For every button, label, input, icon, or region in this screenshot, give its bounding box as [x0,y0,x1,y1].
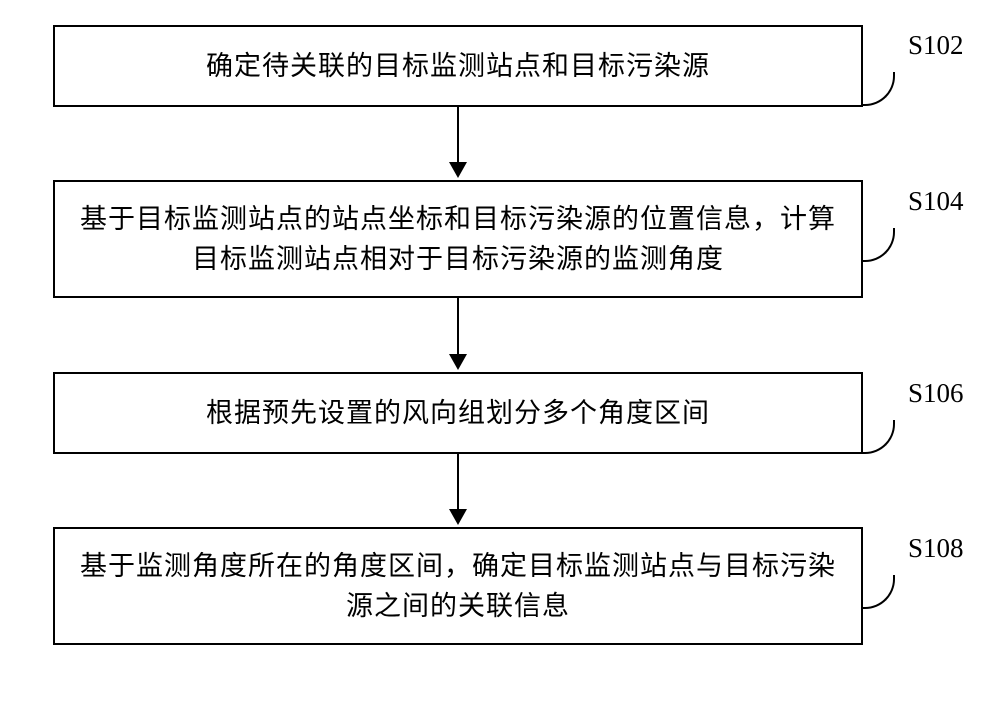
step-notch-s104 [861,228,895,262]
step-label-s102: S102 [908,30,964,61]
step-label-s104: S104 [908,186,964,217]
arrow-shaft-1 [457,107,459,164]
step-notch-s106 [861,420,895,454]
step-box-s102: 确定待关联的目标监测站点和目标污染源 [53,25,863,107]
step-text-s106: 根据预先设置的风向组划分多个角度区间 [206,393,710,434]
step-box-s104: 基于目标监测站点的站点坐标和目标污染源的位置信息，计算目标监测站点相对于目标污染… [53,180,863,298]
arrow-head-icon-3 [449,509,467,525]
step-text-s104: 基于目标监测站点的站点坐标和目标污染源的位置信息，计算目标监测站点相对于目标污染… [75,199,841,280]
step-text-s108: 基于监测角度所在的角度区间，确定目标监测站点与目标污染源之间的关联信息 [75,546,841,627]
step-box-s106: 根据预先设置的风向组划分多个角度区间 [53,372,863,454]
step-text-s102: 确定待关联的目标监测站点和目标污染源 [206,46,710,87]
step-label-s106: S106 [908,378,964,409]
step-notch-s102 [861,72,895,106]
step-notch-s108 [861,575,895,609]
step-box-s108: 基于监测角度所在的角度区间，确定目标监测站点与目标污染源之间的关联信息 [53,527,863,645]
step-label-s108: S108 [908,533,964,564]
arrow-head-icon-1 [449,162,467,178]
arrow-head-icon-2 [449,354,467,370]
arrow-shaft-2 [457,298,459,356]
arrow-shaft-3 [457,454,459,511]
